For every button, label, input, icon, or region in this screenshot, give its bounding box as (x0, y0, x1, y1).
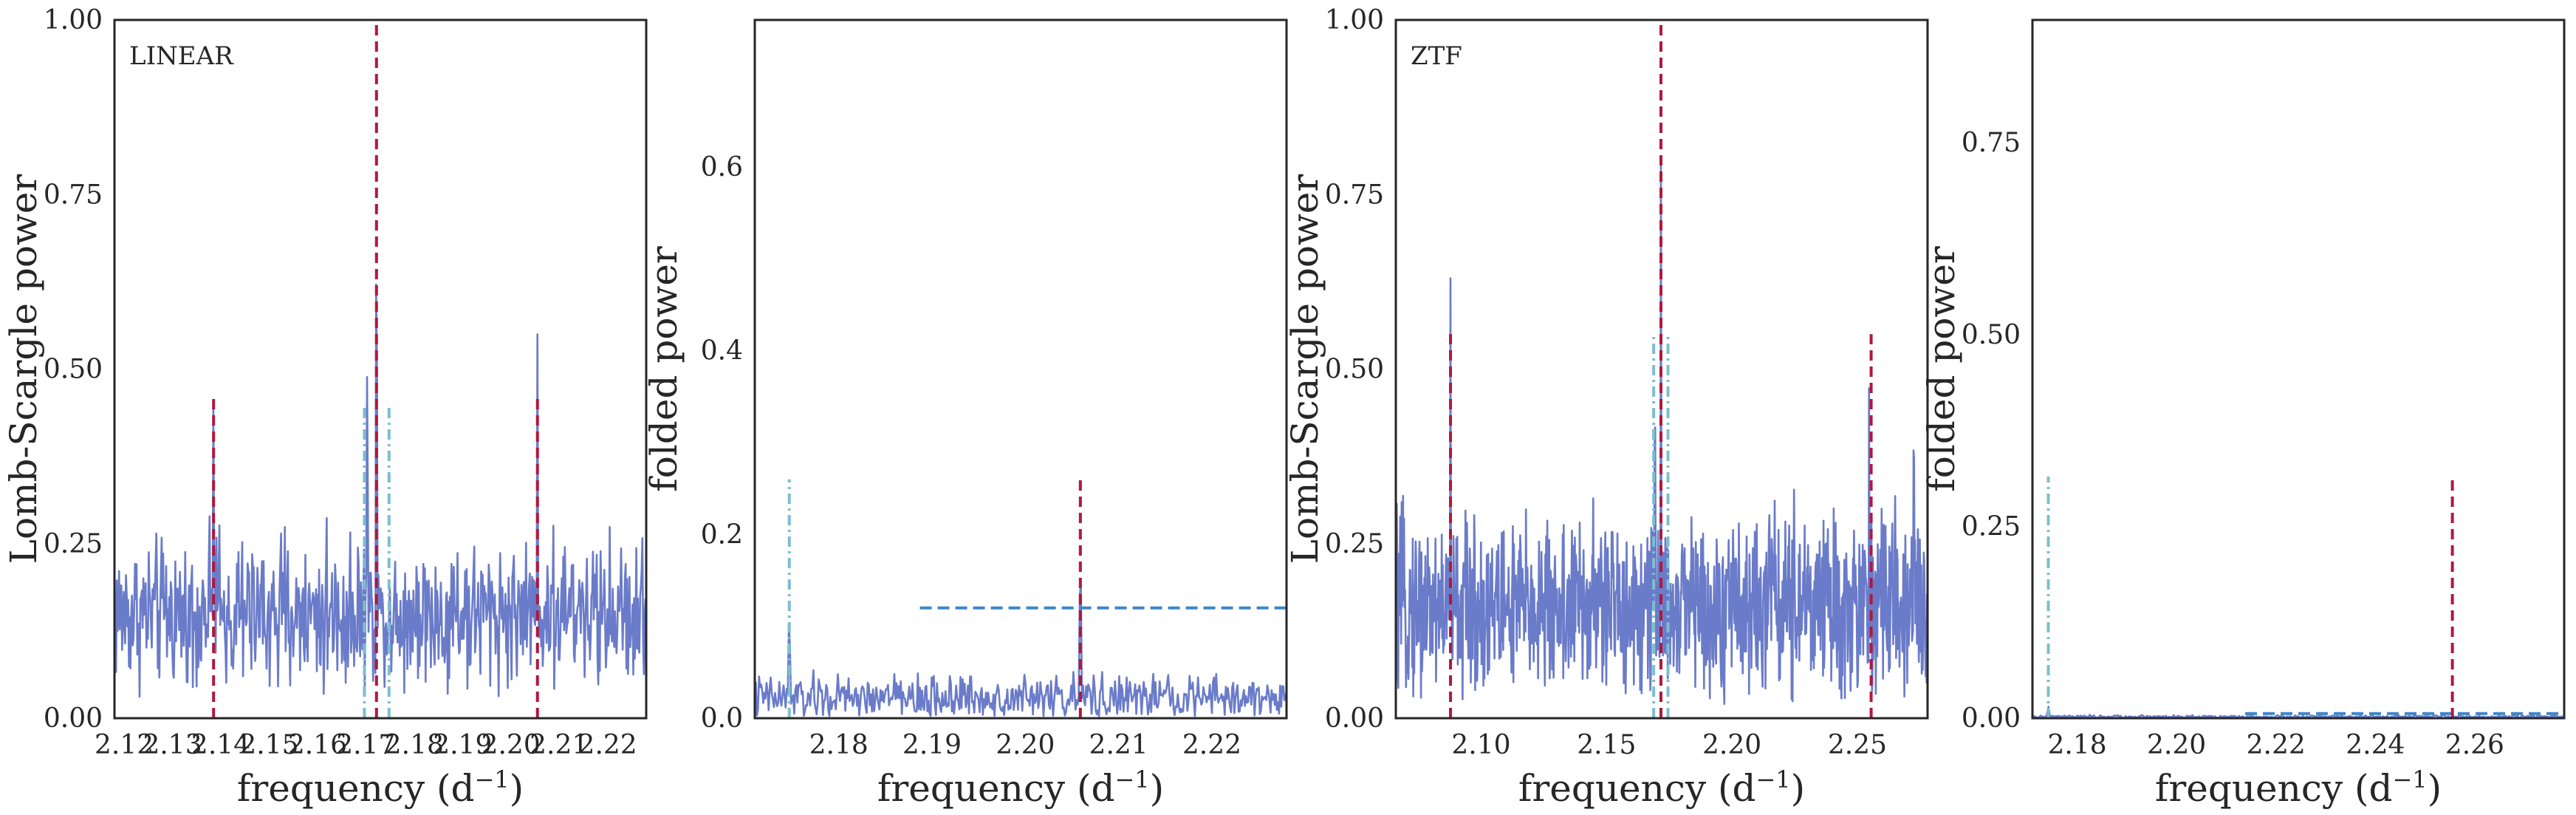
x-tick-label: 2.20 (996, 730, 1055, 760)
y-tick-label: 0.6 (701, 152, 743, 183)
x-tick-label: 2.12 (95, 730, 154, 760)
y-tick-label: 0.75 (1325, 180, 1384, 210)
y-axis-label: Lomb-Scargle power (1284, 174, 1326, 565)
y-tick-label: 0.75 (1962, 128, 2021, 158)
chart-panel-2: 2.18 2.19 2.20 2.21 2.22 0.0 0.2 0.4 0.6 frequenc… (643, 18, 1288, 810)
axes-frame (113, 18, 648, 720)
y-tick-label: 1.00 (44, 5, 103, 35)
y-tick-label: 0.25 (1962, 511, 2021, 542)
signal-series-line (755, 584, 1287, 717)
plot-area (114, 20, 646, 718)
y-axis-label: Lomb-Scargle power (2, 174, 45, 565)
signal-series-line (2032, 706, 2564, 718)
chart-panel-3: 2.10 2.15 2.20 2.25 0.00 0.25 0.50 0.75 1.00 freq… (1284, 5, 1929, 810)
x-tick-label: 2.20 (482, 730, 541, 760)
x-tick-label: 2.21 (1089, 730, 1148, 760)
y-tick-label: 0.0 (701, 703, 743, 734)
axes-frame (2031, 18, 2566, 720)
signal-series-line (114, 283, 646, 698)
chart-panel-4: 2.18 2.20 2.22 2.24 2.26 0.00 0.25 0.50 0.75 freq… (1920, 18, 2566, 810)
chart-panel-1: 2.122.132.142.152.162.172.182.192.202.21… (2, 5, 648, 810)
x-tick-label: 2.15 (239, 730, 298, 760)
x-tick-label: 2.18 (385, 730, 444, 760)
x-tick-label: 2.22 (2247, 730, 2306, 760)
x-tick-label: 2.22 (578, 730, 637, 760)
panel-label: LINEAR (129, 41, 234, 71)
y-tick-label: 0.4 (701, 336, 743, 366)
y-tick-label: 0.25 (44, 529, 103, 559)
x-tick-label: 2.18 (2047, 730, 2106, 760)
y-tick-label: 0.75 (44, 180, 103, 210)
x-axis-label: frequency (d−1) (877, 765, 1164, 810)
panel-label: ZTF (1411, 41, 1462, 71)
y-tick-label: 1.00 (1325, 5, 1384, 35)
x-tick-label: 2.15 (1577, 730, 1636, 760)
x-tick-label: 2.20 (2147, 730, 2206, 760)
y-axis-label: folded power (1920, 246, 1963, 492)
x-axis-label: frequency (d−1) (1518, 765, 1805, 810)
plot-area (2032, 476, 2564, 718)
y-tick-label: 0.2 (701, 519, 743, 550)
x-axis-label: frequency (d−1) (2155, 765, 2442, 810)
x-tick-label: 2.16 (288, 730, 347, 760)
y-axis-label: folded power (643, 246, 685, 492)
x-axis-label: frequency (d−1) (237, 765, 524, 810)
x-tick-label: 2.10 (1451, 730, 1510, 760)
x-tick-label: 2.18 (809, 730, 869, 760)
y-tick-label: 0.50 (1325, 355, 1384, 385)
y-tick-label: 0.00 (1325, 703, 1384, 734)
axes-frame (753, 18, 1288, 720)
x-tick-label: 2.19 (902, 730, 962, 760)
axes-frame (1394, 18, 1929, 720)
y-tick-label: 0.00 (44, 703, 103, 734)
y-tick-label: 0.50 (44, 355, 103, 385)
x-tick-label: 2.26 (2445, 730, 2504, 760)
x-tick-label: 2.24 (2346, 730, 2405, 760)
x-tick-label: 2.13 (143, 730, 202, 760)
x-tick-label: 2.25 (1828, 730, 1887, 760)
x-tick-label: 2.21 (530, 730, 589, 760)
y-tick-label: 0.50 (1962, 320, 2021, 350)
y-tick-label: 0.00 (1962, 703, 2021, 734)
x-tick-label: 2.20 (1702, 730, 1761, 760)
x-tick-label: 2.17 (336, 730, 395, 760)
plot-area (1396, 20, 1928, 718)
y-tick-label: 0.25 (1325, 529, 1384, 559)
x-tick-label: 2.14 (191, 730, 250, 760)
x-tick-label: 2.22 (1182, 730, 1241, 760)
plot-area (755, 479, 1287, 718)
x-tick-label: 2.19 (433, 730, 492, 760)
